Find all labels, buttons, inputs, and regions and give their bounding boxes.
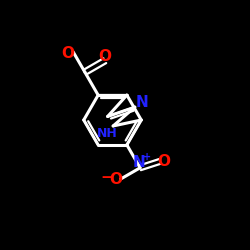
Text: O: O	[158, 154, 171, 169]
Text: −: −	[100, 170, 113, 184]
Text: N: N	[136, 95, 149, 110]
Text: NH: NH	[96, 126, 117, 140]
Text: +: +	[143, 152, 151, 162]
Text: O: O	[98, 49, 111, 64]
Text: N: N	[132, 155, 145, 170]
Text: O: O	[110, 172, 123, 186]
Text: O: O	[61, 46, 74, 60]
